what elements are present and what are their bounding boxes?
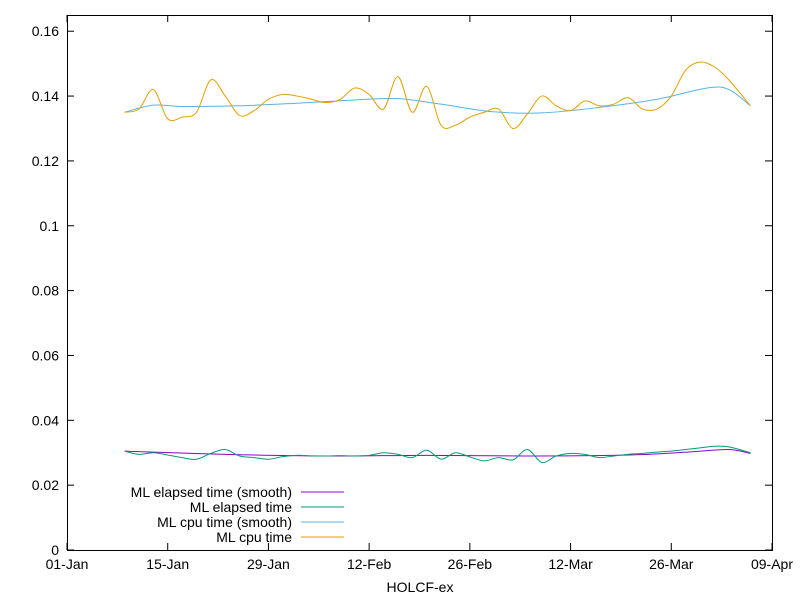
- y-tick-label: 0.02: [32, 477, 59, 493]
- legend-label-ml-cpu-time-smooth: ML cpu time (smooth): [157, 514, 292, 530]
- x-tick-label: 29-Jan: [247, 556, 290, 572]
- y-tick-label: 0.06: [32, 347, 59, 363]
- legend: ML elapsed time (smooth)ML elapsed timeM…: [131, 484, 344, 545]
- x-tick-label: 12-Feb: [347, 556, 392, 572]
- series-line-ml-elapsed-time: [124, 445, 751, 464]
- series-line-ml-elapsed-time-smooth: [124, 448, 751, 457]
- plot-area-frame: [67, 15, 773, 551]
- y-tick-label: 0: [51, 542, 59, 558]
- x-tick-label: 01-Jan: [46, 556, 89, 572]
- y-tick-label: 0.04: [32, 412, 59, 428]
- x-axis-label: HOLCF-ex: [387, 579, 454, 595]
- tick-labels: 01-Jan 15-Jan 29-Jan 12-Feb 26-Feb 12-Mar 26-M…: [32, 23, 794, 572]
- series-lines: [124, 61, 751, 464]
- x-tick-label: 15-Jan: [146, 556, 189, 572]
- axis-ticks: [66, 15, 773, 551]
- legend-label-ml-elapsed-time-smooth: ML elapsed time (smooth): [131, 484, 292, 500]
- y-tick-label: 0.1: [40, 218, 60, 234]
- series-line-ml-cpu-time-smooth: [124, 86, 751, 114]
- y-tick-label: 0.08: [32, 283, 59, 299]
- legend-label-ml-elapsed-time: ML elapsed time: [190, 499, 292, 515]
- x-tick-label: 26-Feb: [448, 556, 493, 572]
- legend-label-ml-cpu-time: ML cpu time: [216, 529, 292, 545]
- y-tick-label: 0.16: [32, 23, 59, 39]
- x-tick-label: 12-Mar: [548, 556, 593, 572]
- y-tick-label: 0.12: [32, 153, 59, 169]
- x-tick-label: 26-Mar: [649, 556, 694, 572]
- x-tick-label: 09-Apr: [751, 556, 793, 572]
- series-line-ml-cpu-time: [124, 61, 751, 129]
- y-tick-label: 0.14: [32, 88, 59, 104]
